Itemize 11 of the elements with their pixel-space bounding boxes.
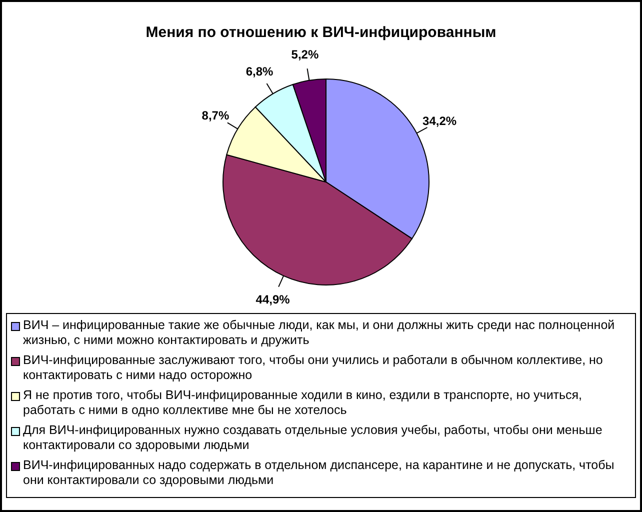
legend-label: ВИЧ-инфицированные заслуживают того, чтобы они учились и работали в обычном коллективе, но контактировать с ними надо осторожно (23, 353, 604, 383)
data-label: 34,2% (422, 114, 457, 128)
chart-title: Мения по отношению к ВИЧ-инфицированным (144, 24, 498, 41)
data-label: 6,8% (246, 64, 274, 78)
legend-label: ВИЧ-инфицированных надо содержать в отдельном диспансере, на карантине и не допускать, чтобы они контактировали со здоровыми людьми (23, 458, 616, 488)
data-label: 8,7% (202, 108, 230, 123)
data-label: 44,9% (256, 292, 290, 307)
legend-label: Я не против того, чтобы ВИЧ-инфицированные ходили в кино, ездили в транспорте, но учиться, работать с ними в одно коллективе мне бы не хотелось (23, 388, 584, 418)
legend-label: ВИЧ – инфицированные такие же обычные люди, как мы, и они должны жить среди нас полноценной жизнью, с ними можно контактировать и дружить (23, 318, 616, 348)
data-label: 5,2% (291, 48, 319, 62)
legend-label: Для ВИЧ-инфицированных нужно создавать отдельные условия учебы, работы, чтобы они меньше контактировали со здоровыми людьми (23, 423, 604, 453)
